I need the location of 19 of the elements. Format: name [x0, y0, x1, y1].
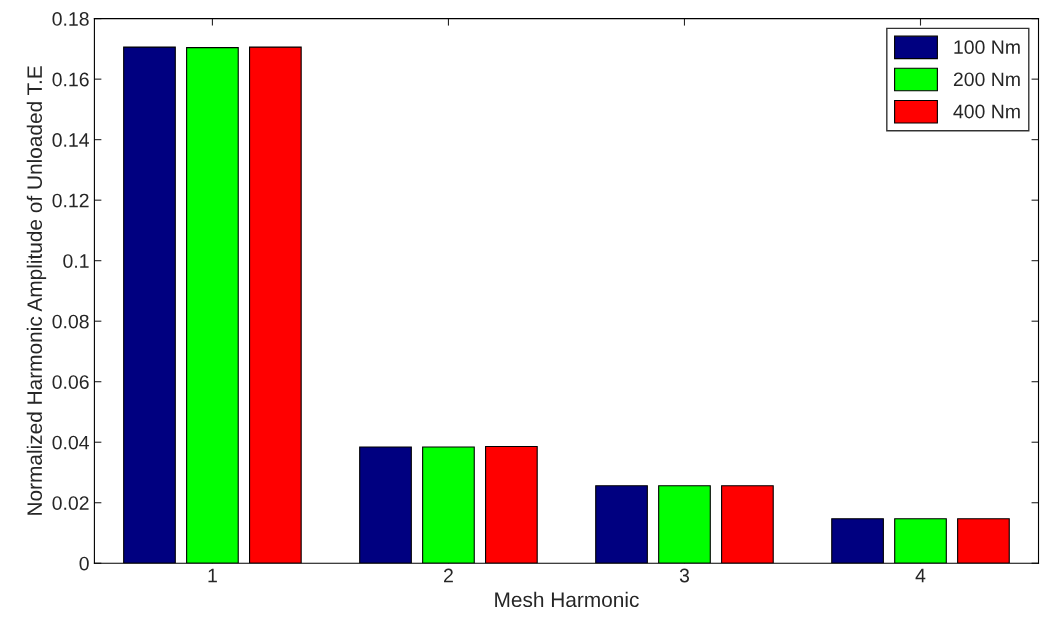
y-tick-label: 0.04 — [52, 435, 89, 450]
y-tick-label: 0.1 — [63, 254, 89, 268]
y-tick-label: 0.02 — [52, 496, 89, 510]
legend-label: 100 Nm — [954, 40, 1020, 55]
y-tick-label: 0.14 — [52, 133, 89, 147]
y-axis-title: Normalized Harmonic Amplitude of Unloaded T.E — [26, 66, 47, 515]
y-tick-label: 0.06 — [52, 375, 89, 389]
y-tick-label: 0.16 — [52, 72, 89, 87]
y-tick-label: 0.08 — [52, 314, 89, 329]
y-tick-label: 0 — [79, 556, 89, 571]
x-tick-label: 1 — [208, 568, 217, 583]
x-axis-title: Mesh Harmonic — [495, 591, 639, 608]
y-tick-label: 0.12 — [52, 193, 89, 208]
x-tick-label: 3 — [679, 568, 690, 583]
legend-label: 400 Nm — [953, 104, 1020, 119]
legend-label: 200 Nm — [953, 72, 1020, 87]
y-tick-label: 0.18 — [52, 12, 89, 26]
x-tick-label: 2 — [444, 568, 453, 583]
x-tick-label: 4 — [915, 568, 926, 583]
